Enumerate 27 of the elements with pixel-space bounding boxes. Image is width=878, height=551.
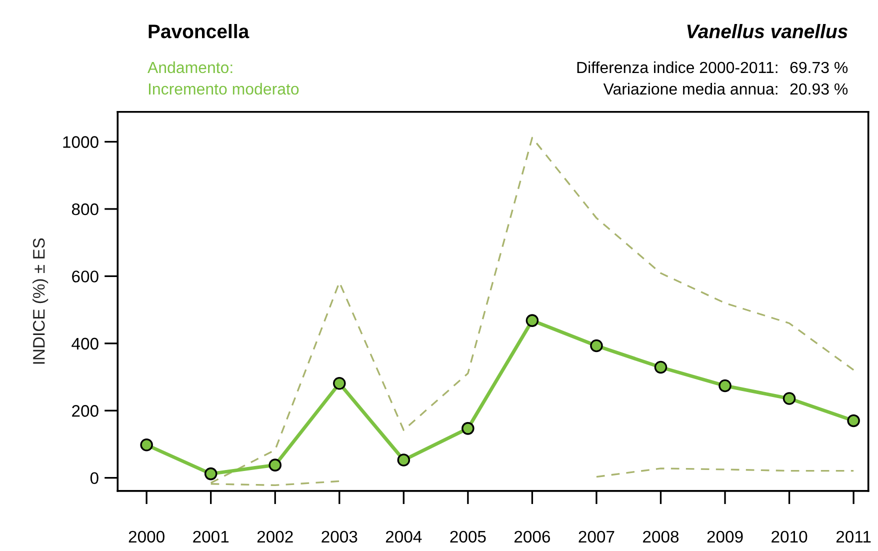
y-tick-label: 600 — [72, 270, 98, 282]
x-tick-label: 2009 — [707, 530, 743, 543]
y-axis-title: INDICE (%) ± ES — [32, 238, 48, 364]
text: Variazione media annua: — [603, 82, 778, 95]
x-tick-label: 2011 — [836, 530, 871, 543]
x-tick-label: 2005 — [450, 530, 486, 543]
chart-title: Pavoncella — [148, 24, 250, 38]
x-tick-label: 2006 — [514, 530, 550, 543]
x-tick-label: 2002 — [257, 530, 293, 543]
text: Differenza indice 2000-2011: — [577, 61, 778, 74]
y-tick-label: 0 — [90, 472, 98, 484]
x-tick-label: 2000 — [128, 530, 164, 543]
x-tick-label: 2001 — [193, 530, 229, 543]
text: 69.73 % — [790, 62, 848, 74]
y-tick-label: 1000 — [63, 136, 98, 148]
y-tick-label: 400 — [72, 338, 98, 350]
text: 20.93 % — [790, 83, 848, 95]
x-tick-label: 2010 — [772, 530, 808, 543]
chart-subtitle: Vanellus vanellus — [687, 24, 848, 38]
x-tick-label: 2004 — [386, 530, 422, 543]
text: Andamento: — [148, 61, 232, 74]
x-tick-label: 2007 — [578, 530, 614, 543]
x-tick-label: 2008 — [643, 530, 679, 543]
y-tick-label: 200 — [72, 405, 98, 417]
y-tick-label: 800 — [72, 203, 98, 216]
text: Incremento moderato — [148, 82, 299, 95]
x-tick-label: 2003 — [322, 530, 358, 543]
